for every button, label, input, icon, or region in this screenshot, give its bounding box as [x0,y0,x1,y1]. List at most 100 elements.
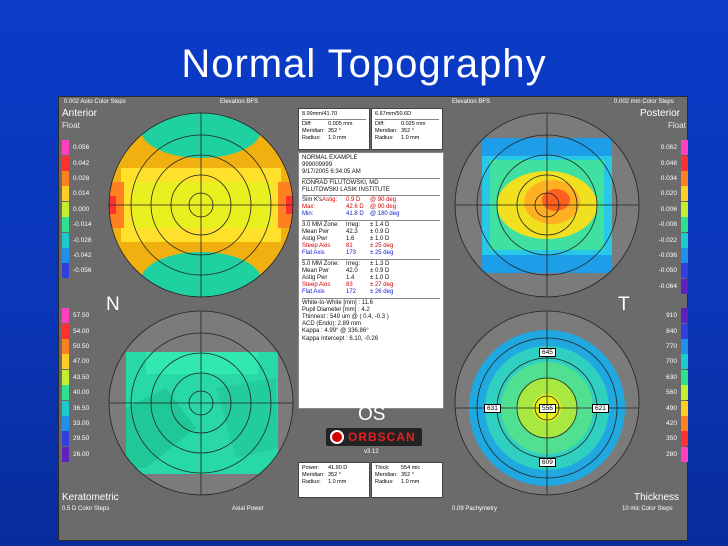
zone3-steep-value: 81 [346,243,353,250]
legend-item: 350 [648,431,688,447]
legend-item: 57.50 [62,308,102,324]
legend-value: 0.042 [73,159,90,167]
keratometric-axial-map[interactable] [106,308,296,498]
box-header: 6.67mm/50.6D [375,111,412,117]
legend-item: -0.056 [62,263,102,279]
legend-thickness: 910 840 770 700 630 560 490 420 350 280 [648,308,688,462]
box-key: Meridian: [375,472,398,478]
legend-item: 40.00 [62,385,102,401]
legend-item: 36.50 [62,400,102,416]
min-label: Min: [302,211,314,218]
anterior-elevation-map[interactable] [106,110,296,300]
legend-swatch [62,232,69,248]
legend-item: 630 [648,369,688,385]
pachy-value-left: 631 [484,404,501,413]
orbscan-logo [326,428,422,446]
anterior-label: Anterior [62,108,98,119]
legend-swatch [681,385,688,401]
top-left-color-steps: 0.002 Auto Color Steps [64,99,126,105]
legend-swatch [62,446,69,462]
orbscan-logo-icon [330,430,344,444]
pachymetry-thickness-map[interactable] [452,308,642,498]
legend-item: -0.022 [648,232,688,248]
zone5-flat-value: 172 [346,289,357,296]
legend-value: -0.064 [658,282,677,290]
pachymetry-label: 0.09 Pachymetry [452,506,498,512]
legend-value: 420 [666,419,677,427]
orbscan-brand-text: ORBSCAN [348,430,416,444]
top-right-color-steps: 0.002 mm Color Steps [614,99,674,105]
legend-item: -0.028 [62,232,102,248]
max-axis: @ 90 deg [370,204,397,211]
legend-item: 50.50 [62,338,102,354]
legend-posterior: 0.062 0.048 0.034 0.020 0.006 -0.008 -0.022 -0.… [648,140,688,294]
legend-value: 280 [666,450,677,458]
box-value: 41.90 D [328,465,348,471]
box-key: Radius: [302,135,321,141]
box-value: 554 mic [401,465,421,471]
legend-swatch [62,415,69,431]
legend-item: -0.014 [62,217,102,233]
legend-item: 420 [648,415,688,431]
zone5-flat-label: Flat Axis [302,289,325,296]
legend-value: 0.048 [660,159,677,167]
legend-value: 0.014 [73,190,90,198]
posterior-elevation-map[interactable] [452,110,642,300]
zone3-irreg-label: Irreg: [346,221,361,228]
legend-swatch [681,247,688,263]
legend-item: 0.062 [648,140,688,156]
legend-swatch [681,338,688,354]
legend-item: 490 [648,400,688,416]
kappa: Kappa : 4.99° @ 336.86° [302,328,369,335]
box-key: Meridian: [302,128,325,134]
legend-value: -0.056 [73,267,92,275]
zone5-irreg-label: Irreg: [346,260,361,267]
white-to-white: White-to-White [mm] : 11.6 [302,299,373,306]
box-value: 1.0 mm [328,479,347,485]
legend-item: 0.042 [62,155,102,171]
legend-value: 36.50 [73,404,90,412]
legend-item: 280 [648,446,688,462]
legend-swatch [681,415,688,431]
zone5-steep-err: ± 27 deg [370,282,394,289]
legend-value: -0.028 [73,236,92,244]
legend-value: 0.028 [73,174,90,182]
legend-swatch [62,201,69,217]
legend-value: -0.042 [73,251,92,259]
legend-swatch [681,278,688,294]
keratometric-color-steps: 0.5 D Color Steps [62,506,110,512]
legend-value: 29.50 [73,435,90,443]
astig-axis: @ 90 deg [370,197,397,204]
pachy-value-right: 621 [592,404,609,413]
legend-value: 560 [666,389,677,397]
legend-item: 43.50 [62,369,102,385]
legend-value: 47.00 [73,358,90,366]
zone3-steep-err: ± 25 deg [370,243,394,250]
max-value: 42.6 D [346,204,364,211]
box-key: Meridian: [375,128,398,134]
box-value: 1.0 mm [328,135,347,141]
legend-value: 0.000 [73,205,90,213]
zone5-flat-err: ± 26 deg [370,289,394,296]
legend-item: 770 [648,338,688,354]
zone5-meanpwr-err: ± 0.9 D [370,267,390,274]
legend-swatch [62,247,69,263]
elevation-left-label: Elevation BFS [220,99,259,105]
info-box-top-right: 6.67mm/50.6D Diff: 0.025 mm Meridian: 352 … [371,108,443,150]
legend-item: 910 [648,308,688,324]
legend-swatch [62,338,69,354]
box-header: 8.99mm/41.70 [302,111,338,117]
box-key: Meridian: [302,472,325,478]
pachy-value-top: 645 [539,348,556,357]
nasal-marker: N [106,294,120,315]
legend-value: -0.036 [658,251,677,259]
legend-item: 840 [648,323,688,339]
box-key: Diff: [302,121,312,127]
zone3-steep-label: Steep Axis [302,243,331,250]
box-value: 0.005 mm [328,121,353,127]
box-value: 1.0 mm [401,479,420,485]
legend-value: -0.008 [658,221,677,229]
legend-swatch [681,431,688,447]
legend-item: 0.048 [648,155,688,171]
box-key: Diff: [375,121,385,127]
